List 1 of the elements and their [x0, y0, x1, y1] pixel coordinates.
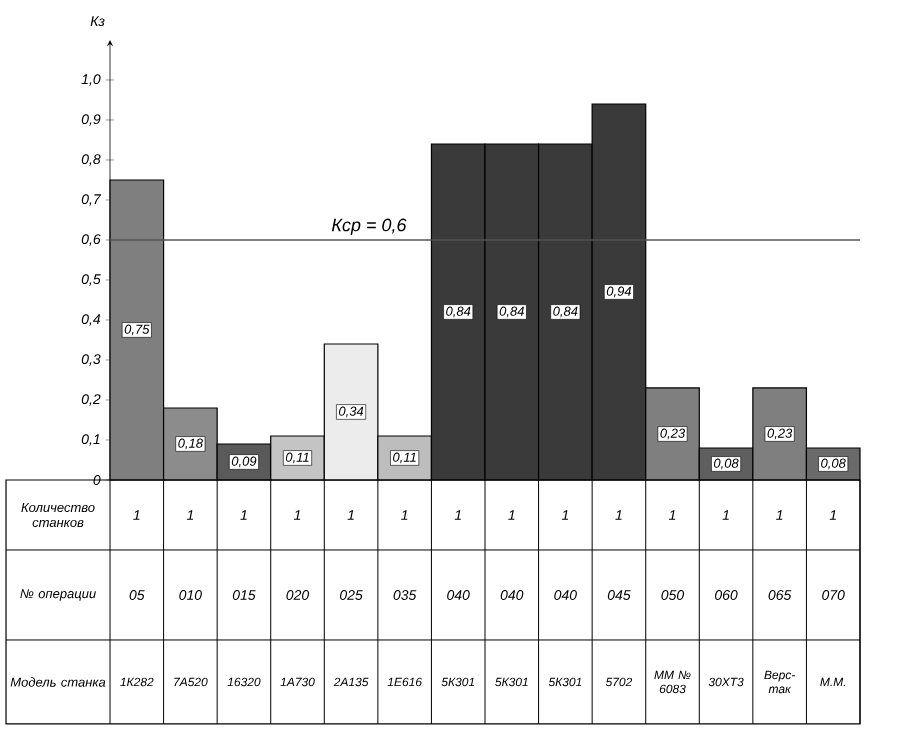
ref-line-label: Кср = 0,6	[331, 218, 407, 235]
